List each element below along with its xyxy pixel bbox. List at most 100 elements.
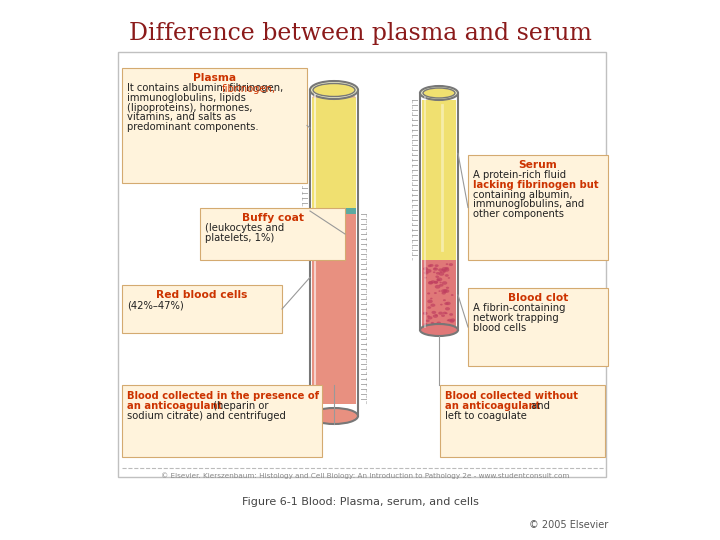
Ellipse shape <box>424 277 427 279</box>
Ellipse shape <box>423 312 428 315</box>
FancyBboxPatch shape <box>122 285 282 333</box>
Bar <box>312 208 356 214</box>
Text: left to coagulate: left to coagulate <box>445 411 527 421</box>
Ellipse shape <box>440 303 443 306</box>
Ellipse shape <box>433 268 436 269</box>
Ellipse shape <box>441 292 446 295</box>
Ellipse shape <box>442 281 447 285</box>
Ellipse shape <box>445 313 448 314</box>
Ellipse shape <box>446 320 449 321</box>
FancyBboxPatch shape <box>200 208 345 260</box>
FancyBboxPatch shape <box>468 155 608 260</box>
Text: © 2005 Elsevier: © 2005 Elsevier <box>528 520 608 530</box>
Text: lacking fibrinogen but: lacking fibrinogen but <box>473 180 598 190</box>
Ellipse shape <box>313 84 355 97</box>
Text: predominant components.: predominant components. <box>127 122 258 132</box>
Text: Blood collected in the presence of: Blood collected in the presence of <box>127 391 319 401</box>
Ellipse shape <box>428 281 433 284</box>
Text: sodium citrate) and centrifuged: sodium citrate) and centrifuged <box>127 411 286 421</box>
Ellipse shape <box>445 307 450 310</box>
Ellipse shape <box>433 272 436 273</box>
Text: Serum: Serum <box>518 160 557 170</box>
Text: containing albumin,: containing albumin, <box>473 190 572 200</box>
Text: Plasma: Plasma <box>193 73 236 83</box>
Ellipse shape <box>444 302 449 305</box>
Text: immunoglobulins, lipids: immunoglobulins, lipids <box>127 93 246 103</box>
Ellipse shape <box>436 278 442 281</box>
Ellipse shape <box>432 323 438 327</box>
Text: © Elsevier. Kierszenbaum: Histology and Cell Biology: An Introduction to Patholo: © Elsevier. Kierszenbaum: Histology and … <box>161 472 570 478</box>
Text: platelets, 1%): platelets, 1%) <box>205 233 274 243</box>
Ellipse shape <box>438 291 441 292</box>
Text: Difference between plasma and serum: Difference between plasma and serum <box>129 22 591 45</box>
Text: an anticoagulant: an anticoagulant <box>445 401 541 411</box>
Ellipse shape <box>426 320 430 322</box>
Ellipse shape <box>436 279 440 281</box>
Ellipse shape <box>445 267 449 269</box>
Ellipse shape <box>439 284 444 287</box>
Ellipse shape <box>444 291 446 293</box>
Ellipse shape <box>427 300 433 303</box>
Ellipse shape <box>431 280 436 284</box>
Ellipse shape <box>438 268 443 272</box>
Ellipse shape <box>450 319 455 322</box>
Text: Blood clot: Blood clot <box>508 293 568 303</box>
Ellipse shape <box>448 277 450 279</box>
Ellipse shape <box>427 306 431 309</box>
Ellipse shape <box>433 281 438 284</box>
Ellipse shape <box>449 320 454 323</box>
Ellipse shape <box>423 88 455 98</box>
Ellipse shape <box>445 274 449 277</box>
Text: A fibrin-containing: A fibrin-containing <box>473 303 565 313</box>
Ellipse shape <box>426 269 431 273</box>
Bar <box>312 98 356 208</box>
Text: Figure 6-1 Blood: Plasma, serum, and cells: Figure 6-1 Blood: Plasma, serum, and cel… <box>242 497 478 507</box>
Ellipse shape <box>434 292 437 294</box>
Ellipse shape <box>428 265 431 267</box>
Ellipse shape <box>438 312 443 315</box>
Ellipse shape <box>441 314 445 317</box>
FancyBboxPatch shape <box>468 288 608 366</box>
FancyBboxPatch shape <box>440 385 605 457</box>
Ellipse shape <box>434 323 439 326</box>
Ellipse shape <box>428 316 433 320</box>
Ellipse shape <box>435 314 438 316</box>
Ellipse shape <box>436 272 440 275</box>
Ellipse shape <box>432 323 436 325</box>
Ellipse shape <box>441 289 446 293</box>
Ellipse shape <box>443 312 446 314</box>
Ellipse shape <box>430 298 433 299</box>
Ellipse shape <box>446 264 449 265</box>
Ellipse shape <box>423 323 428 326</box>
Text: (leukocytes and: (leukocytes and <box>205 223 284 233</box>
Ellipse shape <box>430 323 435 327</box>
Bar <box>422 260 456 330</box>
Bar <box>312 214 356 404</box>
Text: A protein-rich fluid: A protein-rich fluid <box>473 170 566 180</box>
Ellipse shape <box>439 282 442 284</box>
Ellipse shape <box>440 271 442 273</box>
Text: Red blood cells: Red blood cells <box>156 290 248 300</box>
Ellipse shape <box>423 267 428 271</box>
Ellipse shape <box>431 322 434 324</box>
Ellipse shape <box>443 299 446 301</box>
Ellipse shape <box>433 267 438 271</box>
Ellipse shape <box>443 271 446 273</box>
Ellipse shape <box>443 289 447 292</box>
Text: blood cells: blood cells <box>473 322 526 333</box>
Text: (42%–47%): (42%–47%) <box>127 300 184 310</box>
Ellipse shape <box>427 315 430 317</box>
Ellipse shape <box>446 287 449 289</box>
Ellipse shape <box>449 313 453 316</box>
Bar <box>422 100 456 260</box>
Ellipse shape <box>420 86 458 100</box>
Text: Buffy coat: Buffy coat <box>241 213 304 223</box>
Ellipse shape <box>441 269 444 271</box>
Ellipse shape <box>438 272 444 276</box>
Text: fibrinogen,: fibrinogen, <box>222 84 276 93</box>
Ellipse shape <box>451 294 454 296</box>
Ellipse shape <box>444 324 448 326</box>
Ellipse shape <box>436 275 439 278</box>
Ellipse shape <box>436 321 441 325</box>
Text: vitamins, and salts as: vitamins, and salts as <box>127 112 236 123</box>
